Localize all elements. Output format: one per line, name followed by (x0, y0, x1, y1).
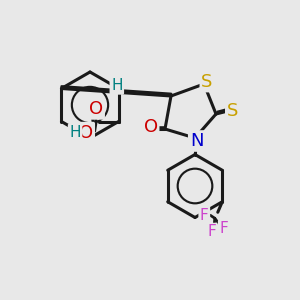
Text: N: N (190, 132, 203, 150)
Text: O: O (89, 100, 103, 118)
Text: F: F (200, 208, 209, 223)
Text: S: S (201, 73, 213, 91)
Text: F: F (207, 224, 216, 239)
Text: O: O (143, 118, 158, 136)
Text: S: S (227, 102, 238, 120)
Text: H: H (69, 125, 81, 140)
Text: F: F (219, 221, 228, 236)
Text: O: O (79, 124, 93, 142)
Text: H: H (111, 78, 123, 93)
